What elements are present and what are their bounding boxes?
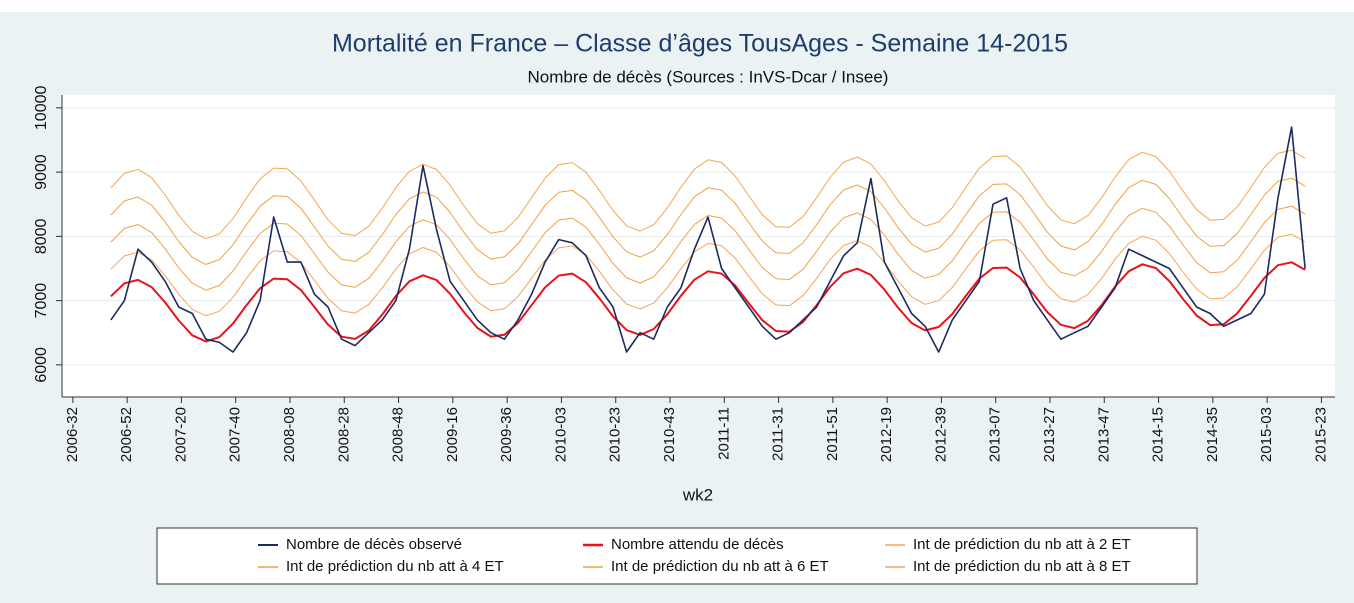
x-tick-label: 2011-51 [824,407,841,461]
x-tick-label: 2010-23 [607,407,624,462]
x-tick-label: 2013-07 [987,407,1004,462]
x-tick-label: 2015-23 [1312,407,1329,462]
x-tick-label: 2011-11 [715,407,732,460]
x-tick-label: 2014-15 [1150,407,1167,462]
chart-title: Mortalité en France – Classe d’âges Tous… [332,30,1068,58]
x-tick-label: 2006-52 [118,407,135,462]
y-tick-label: 8000 [33,218,50,254]
x-tick-label: 2008-08 [281,407,298,462]
legend-label: Int de prédiction du nb att à 2 ET [913,536,1131,553]
x-tick-label: 2008-28 [335,407,352,462]
x-tick-label: 2010-03 [552,407,569,462]
series-line [110,233,1306,317]
x-tick-label: 2006-32 [64,407,81,462]
legend-label: Int de prédiction du nb att à 4 ET [286,558,504,575]
x-tick-label: 2015-03 [1258,407,1275,462]
y-tick-label: 7000 [33,283,50,319]
legend [156,527,1198,585]
y-tick-label: 9000 [33,154,50,190]
x-tick-label: 2009-16 [444,407,461,462]
x-tick-label: 2013-27 [1041,407,1058,462]
legend-label: Int de prédiction du nb att à 6 ET [611,558,829,575]
series-line [110,149,1306,240]
x-tick-label: 2007-40 [227,407,244,462]
series-line [110,177,1306,265]
y-tick-label: 10000 [33,86,50,131]
legend-label: Int de prédiction du nb att à 8 ET [913,558,1131,575]
plot-area [62,95,1335,397]
x-axis-title: wk2 [682,485,713,504]
legend-label: Nombre de décès observé [286,536,462,553]
x-tick-label: 2009-36 [498,407,515,462]
series-line [110,126,1306,353]
x-tick-label: 2012-39 [932,407,949,462]
x-tick-label: 2010-43 [661,407,678,462]
x-tick-label: 2008-48 [390,407,407,462]
legend-label: Nombre attendu de décès [611,536,784,553]
x-tick-label: 2014-35 [1204,407,1221,462]
x-tick-label: 2007-20 [172,407,189,462]
x-tick-label: 2013-47 [1095,407,1112,462]
series-line [110,205,1306,291]
y-tick-label: 6000 [33,347,50,383]
series-line [110,261,1306,343]
chart-subtitle: Nombre de décès (Sources : InVS-Dcar / I… [528,67,889,86]
x-tick-label: 2011-31 [770,407,787,461]
x-tick-label: 2012-19 [878,407,895,462]
